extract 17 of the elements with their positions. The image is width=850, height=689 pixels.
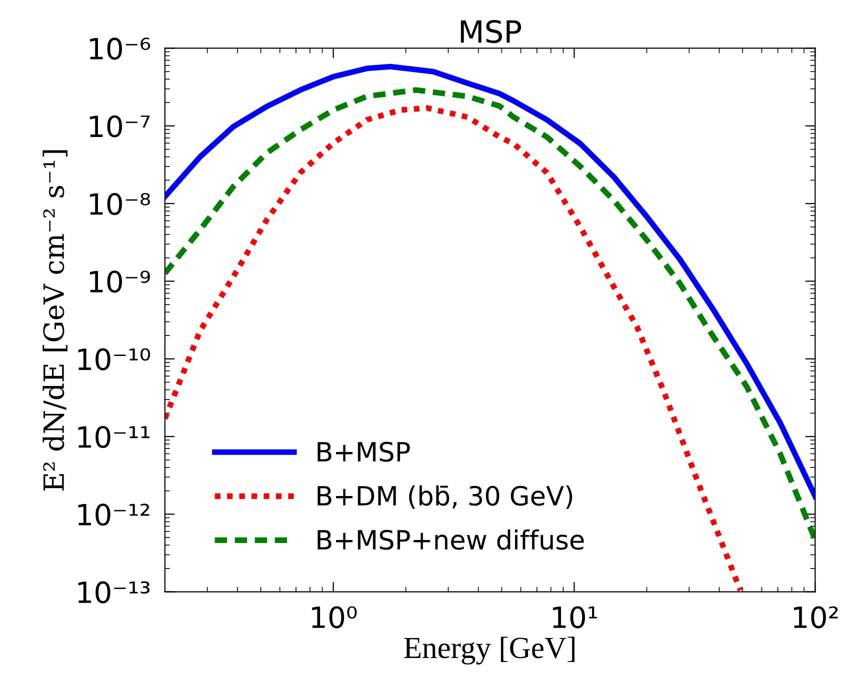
y-tick-label: 10⁻⁷ (90, 115, 150, 138)
x-tick-label: 10¹ (553, 606, 598, 628)
x-axis-title: Energy [GeV] (404, 636, 574, 665)
y-tick-label: 10⁻¹³ (78, 581, 150, 604)
y-tick-label: 10⁻⁶ (90, 38, 150, 60)
legend-label: B+MSP+new diffuse (318, 529, 584, 550)
y-axis-title: E² dN/dE [GeV cm⁻² s⁻¹] (42, 150, 68, 491)
y-tick-label: 10⁻¹¹ (78, 426, 150, 448)
x-tick-label: 10⁰ (312, 606, 357, 628)
x-tick-label: 10² (794, 606, 838, 628)
y-tick-label: 10⁻⁹ (90, 270, 150, 293)
y-tick-label: 10⁻¹² (78, 504, 150, 526)
y-tick-label: 10⁻⁸ (90, 192, 150, 216)
chart-title: MSP (460, 20, 522, 44)
y-tick-label: 10⁻¹⁰ (78, 348, 150, 370)
legend-label: B+MSP (318, 442, 410, 462)
legend-label: B+DM (bb̄, 30 GeV) (318, 485, 572, 509)
